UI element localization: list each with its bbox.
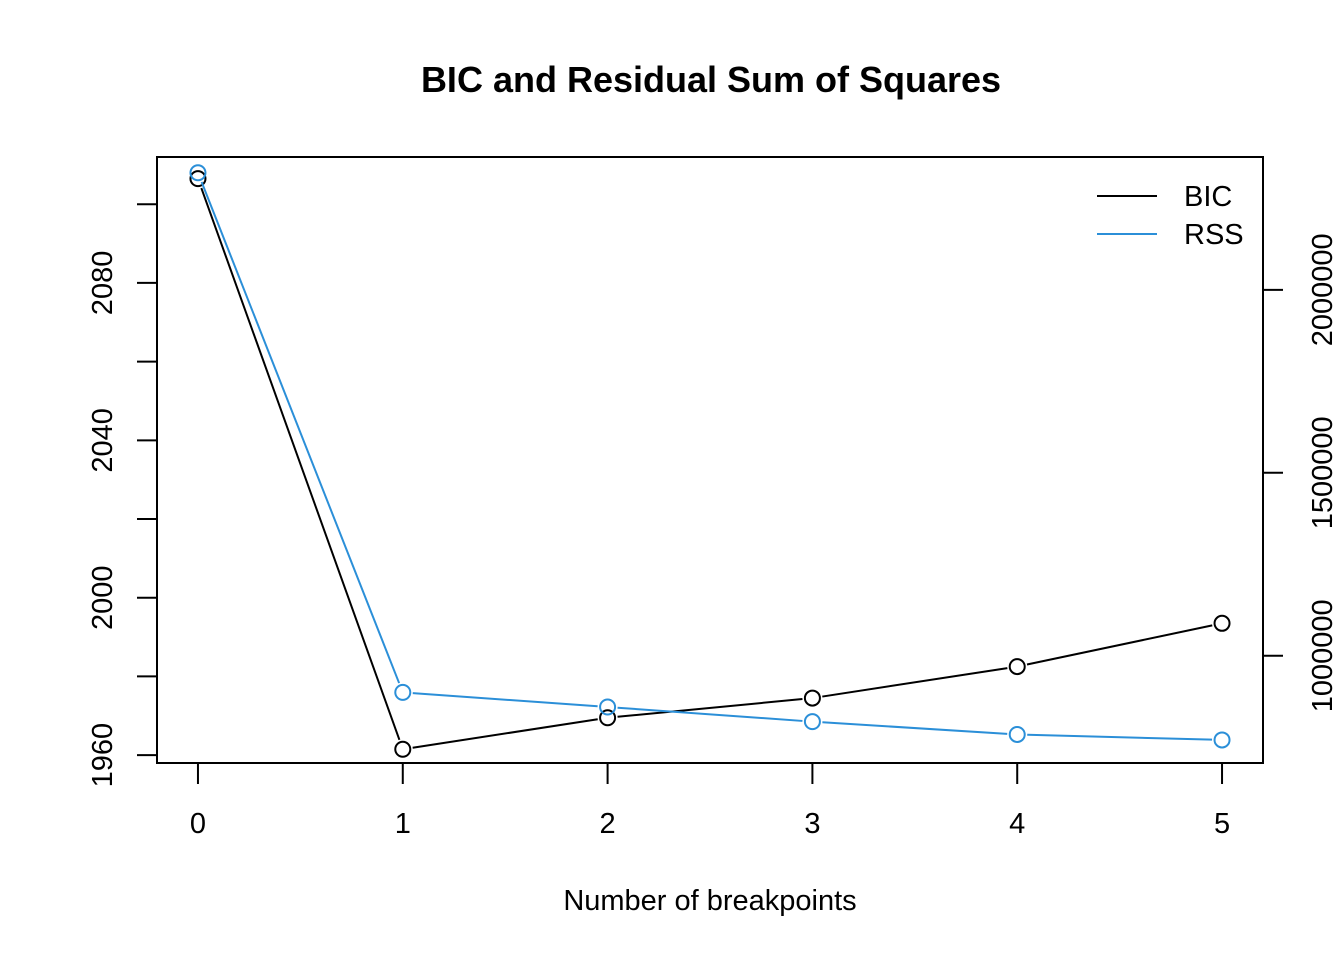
data-point-bic	[1008, 658, 1026, 676]
y-tick-label-left: 2000	[87, 565, 119, 630]
data-point-rss	[599, 698, 617, 716]
data-point-rss	[394, 683, 412, 701]
series-bic	[189, 170, 1231, 758]
x-tick-label: 2	[600, 808, 616, 840]
data-point-bic	[394, 740, 412, 758]
plot-frame	[156, 156, 1264, 764]
legend-label-rss: RSS	[1184, 219, 1244, 251]
series-segment-rss	[1027, 733, 1213, 741]
data-point-rss	[1213, 731, 1231, 749]
series-segment-rss	[617, 706, 803, 722]
y-tick-label-right: 1000000	[1307, 599, 1339, 712]
x-tick-label: 5	[1214, 808, 1230, 840]
series-segment-rss	[412, 692, 598, 708]
chart-title: BIC and Residual Sum of Squares	[421, 59, 1001, 100]
series-segment-rss	[822, 721, 1008, 735]
x-tick-label: 3	[804, 808, 820, 840]
series-segment-bic	[617, 698, 803, 718]
data-point-rss	[1008, 725, 1026, 743]
series-segment-bic	[200, 187, 401, 741]
series-segment-bic	[822, 667, 1008, 698]
data-point-bic	[1213, 614, 1231, 632]
y-tick-label-left: 2040	[87, 408, 119, 473]
y-tick-label-left: 1960	[87, 723, 119, 788]
series-segment-bic	[412, 718, 598, 749]
data-point-bic	[599, 709, 617, 727]
series-segment-bic	[1026, 624, 1213, 666]
x-axis-label: Number of breakpoints	[563, 885, 856, 917]
x-tick-label: 4	[1009, 808, 1025, 840]
series-layer	[189, 164, 1231, 758]
y-axis-left: 1960 2000 2040 2080	[87, 203, 158, 788]
legend: BIC RSS	[1097, 181, 1244, 251]
x-axis: 0 1 2 3 4 5	[190, 762, 1230, 840]
x-tick-label: 1	[395, 808, 411, 840]
data-point-bic	[189, 170, 207, 188]
y-tick-label-left: 2080	[87, 251, 119, 316]
data-point-rss	[189, 164, 207, 182]
series-rss	[189, 164, 1231, 749]
y-tick-label-right: 1500000	[1307, 416, 1339, 529]
y-axis-right: 1000000 1500000 2000000	[1262, 233, 1339, 712]
series-segment-rss	[200, 181, 401, 684]
x-tick-label: 0	[190, 808, 206, 840]
data-point-bic	[803, 689, 821, 707]
data-point-rss	[803, 713, 821, 731]
legend-label-bic: BIC	[1184, 181, 1232, 213]
y-tick-label-right: 2000000	[1307, 233, 1339, 346]
